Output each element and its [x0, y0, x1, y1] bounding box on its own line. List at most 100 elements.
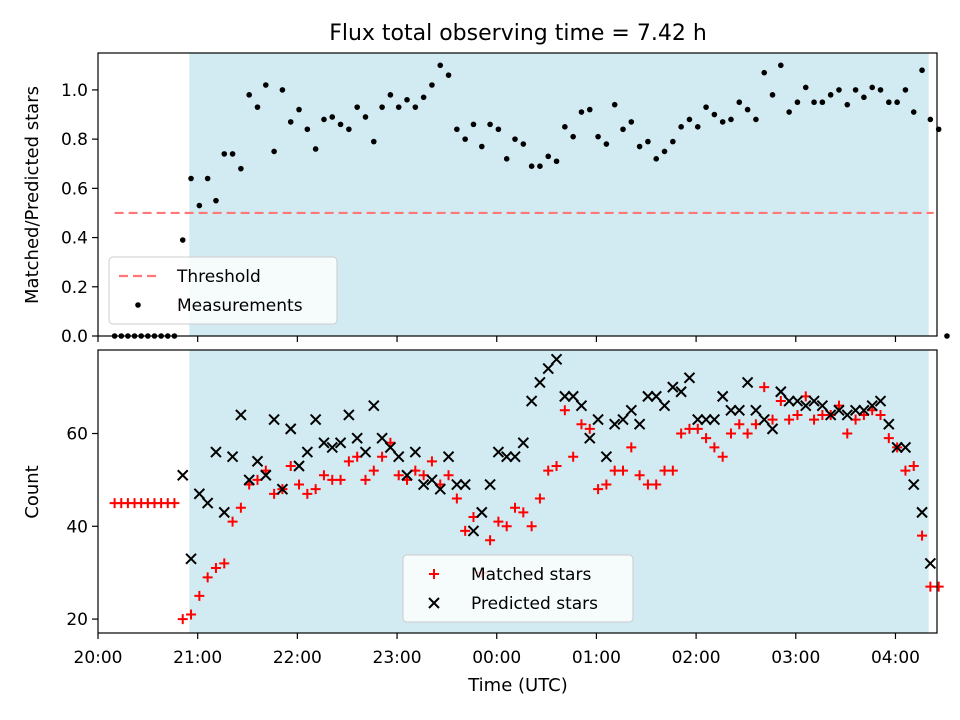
- predicted-star-point: [417, 478, 430, 491]
- measurement-point: [586, 106, 593, 113]
- matched-star-point: [343, 456, 354, 467]
- measurement-point: [794, 99, 801, 106]
- figure-title: Flux total observing time = 7.42 h: [329, 21, 707, 46]
- measurement-point: [412, 104, 419, 110]
- predicted-star-point: [916, 506, 928, 519]
- measurement-point: [910, 109, 917, 115]
- predicted-star-point: [600, 450, 613, 463]
- measurement-point: [570, 133, 576, 140]
- predicted-star-point: [849, 404, 862, 417]
- predicted-star-point: [476, 506, 488, 519]
- bottom-y-axis-label: Count: [22, 465, 43, 518]
- legend-matched-swatch: [429, 569, 439, 579]
- predicted-star-point: [683, 372, 696, 384]
- measurement-point: [404, 96, 410, 103]
- predicted-star-point: [891, 441, 903, 454]
- matched-star-point: [717, 451, 728, 462]
- x-tick-label: 00:00: [472, 648, 521, 668]
- y-tick-label: 0.8: [61, 130, 88, 150]
- matched-star-point: [792, 409, 803, 420]
- matched-star-point: [626, 442, 637, 453]
- measurement-point: [836, 87, 842, 93]
- measurement-point: [894, 99, 900, 106]
- measurement-point: [786, 109, 792, 115]
- predicted-star-point: [492, 446, 505, 458]
- matched-star-point: [617, 465, 628, 476]
- measurement-point: [852, 87, 859, 93]
- predicted-star-point: [716, 390, 729, 403]
- measurement-point: [179, 237, 186, 243]
- top-y-axis-label: Matched/Predicted stars: [22, 86, 43, 304]
- matched-star-point: [634, 470, 645, 481]
- predicted-star-point: [193, 488, 206, 500]
- measurement-point: [595, 133, 601, 140]
- matched-star-point: [310, 484, 321, 495]
- measurement-point: [877, 87, 884, 93]
- measurement-point: [678, 124, 684, 130]
- measurement-point: [478, 143, 485, 150]
- measurement-point: [387, 92, 394, 98]
- plot-frame: [97, 349, 938, 634]
- predicted-star-point: [592, 413, 604, 426]
- measurement-point: [686, 116, 693, 123]
- measurement-point: [254, 104, 261, 110]
- measurement-point: [645, 138, 651, 145]
- measurement-point: [811, 99, 817, 106]
- measurement-point: [736, 99, 743, 106]
- matched-star-point: [734, 419, 745, 430]
- predicted-star-point: [650, 390, 662, 403]
- measurement-point: [329, 114, 336, 120]
- predicted-star-point: [858, 404, 870, 417]
- matched-star-point: [227, 516, 238, 527]
- predicted-star-point: [509, 450, 521, 463]
- predicted-star-point: [924, 557, 937, 570]
- measurement-point: [537, 163, 543, 169]
- predicted-star-point: [791, 395, 804, 407]
- predicted-star-point: [658, 399, 671, 412]
- predicted-star-point: [700, 413, 712, 426]
- predicted-star-point: [235, 409, 247, 421]
- measurement-point: [869, 84, 876, 91]
- measurement-point: [470, 121, 477, 128]
- matched-star-point: [709, 442, 720, 453]
- predicted-star-point: [883, 418, 895, 430]
- predicted-star-point: [908, 478, 920, 491]
- x-axis-label: Time (UTC): [467, 675, 568, 696]
- predicted-star-point: [351, 432, 363, 444]
- y-tick-label: 20: [66, 610, 88, 630]
- predicted-star-point: [260, 469, 272, 481]
- predicted-star-point: [251, 455, 264, 468]
- measurement-point: [520, 141, 527, 147]
- predicted-star-point: [401, 469, 413, 481]
- measurement-point: [462, 136, 468, 142]
- measurement-point: [886, 99, 892, 106]
- predicted-star-point: [584, 432, 596, 444]
- predicted-star-point: [318, 437, 330, 449]
- measurement-point: [437, 62, 444, 69]
- predicted-star-point: [276, 483, 289, 495]
- measurement-point: [287, 119, 294, 125]
- legend-measurements-swatch: [135, 302, 141, 308]
- x-tick-label: 21:00: [173, 648, 222, 668]
- matched-star-point: [485, 535, 496, 546]
- y-tick-label: 60: [66, 425, 88, 445]
- measurement-point: [670, 138, 676, 145]
- predicted-star-point: [442, 450, 455, 463]
- matched-star-point: [219, 558, 230, 569]
- measurement-point: [769, 92, 776, 98]
- matched-star-point: [742, 428, 753, 439]
- predicted-star-point: [692, 413, 704, 426]
- matched-star-point: [526, 521, 537, 532]
- matched-star-point: [601, 479, 612, 490]
- predicted-star-point: [750, 404, 762, 417]
- matched-star-point: [443, 470, 454, 481]
- measurement-point: [636, 143, 643, 150]
- measurement-point: [354, 104, 360, 110]
- x-tick-label: 02:00: [672, 648, 721, 668]
- measurement-point: [346, 126, 352, 133]
- matched-star-point: [360, 474, 371, 485]
- top-legend-box: [108, 256, 338, 325]
- measurement-point: [238, 165, 244, 172]
- x-tick-label: 04:00: [871, 648, 920, 668]
- measurement-point: [213, 197, 219, 204]
